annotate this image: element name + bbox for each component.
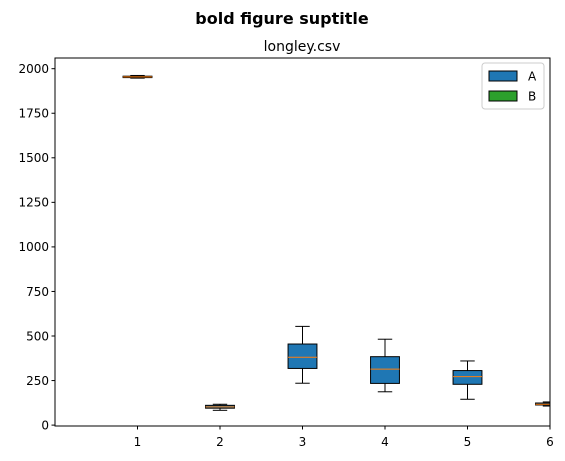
y-tick-label-750: 750: [26, 285, 49, 299]
legend-swatch-b: [488, 90, 518, 102]
box-4-body: [370, 356, 400, 384]
figure-suptitle: bold figure suptitle: [195, 9, 369, 28]
y-tick-label-0: 0: [41, 418, 49, 432]
box-3: [287, 325, 318, 384]
y-tick-label-250: 250: [26, 374, 49, 388]
x-tick-label-1: 1: [134, 435, 142, 449]
box-1: [122, 74, 153, 79]
legend-swatch-a: [488, 70, 518, 82]
y-tick-label-1500: 1500: [18, 151, 49, 165]
x-tick-label-4: 4: [381, 435, 389, 449]
y-tick-label-2000: 2000: [18, 62, 49, 76]
plot-frame: [54, 57, 551, 427]
x-tick-label-3: 3: [299, 435, 307, 449]
box-5-body: [452, 370, 483, 385]
boxes-layer: [122, 74, 550, 411]
y-tick-label-1750: 1750: [18, 107, 49, 121]
box-6: [535, 401, 550, 407]
x-tick-label-6: 6: [546, 435, 554, 449]
legend-label-a: A: [528, 70, 537, 84]
box-3-body: [287, 343, 318, 369]
axes-title: longley.csv: [264, 39, 341, 55]
box-4: [370, 338, 400, 393]
y-tick-label-1250: 1250: [18, 196, 49, 210]
ticks-layer: 0 250 500 750 1000 1250 1500 1750 2000 1 2 3 4 5 6: [18, 62, 553, 449]
x-tick-label-2: 2: [216, 435, 224, 449]
box-5: [452, 360, 483, 400]
box-2: [205, 403, 235, 411]
y-tick-label-1000: 1000: [18, 240, 49, 254]
legend: A B: [481, 62, 545, 110]
x-tick-label-5: 5: [464, 435, 472, 449]
y-tick-label-500: 500: [26, 329, 49, 343]
legend-label-b: B: [528, 90, 536, 104]
